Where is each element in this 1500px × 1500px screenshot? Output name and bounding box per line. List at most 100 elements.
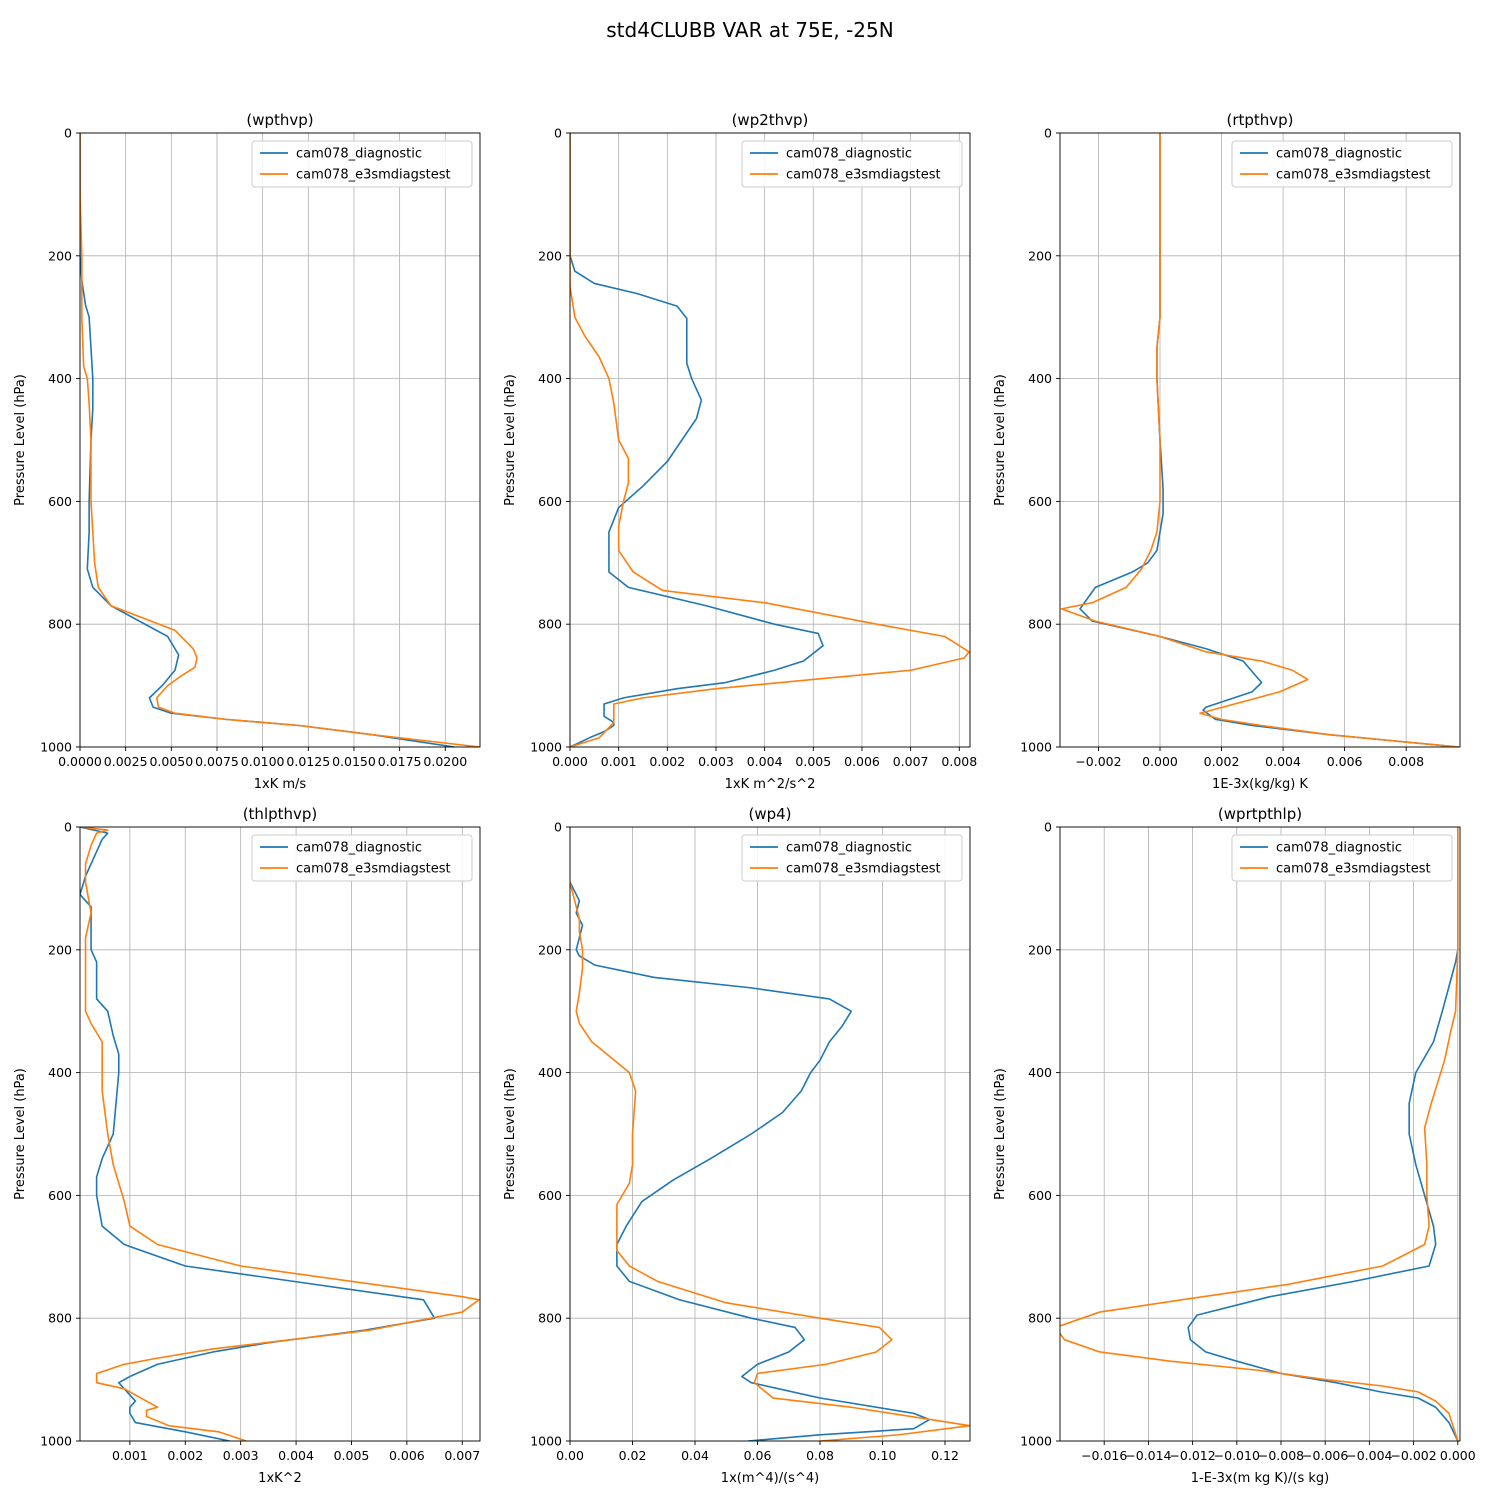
- y-tick-label: 200: [48, 248, 72, 263]
- legend: cam078_diagnostic cam078_e3smdiagstest: [1231, 834, 1453, 882]
- grid-lines: [1060, 826, 1460, 1442]
- plot-frame: [1059, 826, 1461, 1442]
- x-axis-label: 1E-3x(kg/kg) K: [1212, 777, 1308, 792]
- x-tick-label: 0.04: [681, 1448, 709, 1463]
- x-tick-label: 0.004: [1265, 754, 1301, 769]
- y-tick-label: 400: [1028, 1065, 1052, 1080]
- x-tick-label: −0.012: [1169, 1448, 1215, 1463]
- x-tick-label: 0.0050: [149, 754, 193, 769]
- x-tick-label: 0.02: [619, 1448, 647, 1463]
- x-tick-label: 0.08: [806, 1448, 834, 1463]
- y-tick-label: 1000: [530, 1434, 562, 1449]
- y-tick-label: 1000: [1020, 740, 1052, 755]
- series-line-cam078_e3smdiagstest: [80, 133, 480, 747]
- legend: cam078_diagnostic cam078_e3smdiagstest: [251, 140, 473, 188]
- y-tick-label: 800: [538, 617, 562, 632]
- y-tick-label: 1000: [530, 740, 562, 755]
- y-axis-label: Pressure Level (hPa): [13, 374, 28, 506]
- legend-entry-label: cam078_e3smdiagstest: [786, 862, 941, 877]
- x-tick-label: 0.006: [1327, 754, 1363, 769]
- chart-panel-2: 0.000 0.001 0.002 0.003 0.004 0.005 0.006 0.007…: [503, 111, 977, 792]
- y-tick-label: 400: [48, 1065, 72, 1080]
- chart-panel-6: −0.016−0.014−0.012−0.010−0.008−0.006−0.0…: [993, 805, 1476, 1486]
- legend-box: [1231, 834, 1453, 882]
- y-tick-label: 1000: [1020, 1434, 1052, 1449]
- panel-title: (wprtpthlp): [1218, 805, 1302, 823]
- legend-entry-label: cam078_diagnostic: [1276, 841, 1402, 856]
- y-tick-label: 0: [64, 126, 72, 141]
- panel-title: (rtpthvp): [1226, 111, 1293, 129]
- x-tick-label: −0.004: [1346, 1448, 1392, 1463]
- figure-title: std4CLUBB VAR at 75E, -25N: [606, 18, 893, 42]
- x-tick-label: 0.12: [931, 1448, 959, 1463]
- y-tick-label: 0: [1044, 820, 1052, 835]
- panel-title: (wp4): [748, 805, 791, 823]
- y-tick-label: 200: [538, 248, 562, 263]
- x-tick-label: 0.0175: [378, 754, 422, 769]
- x-tick-label: 0.000: [1440, 1448, 1476, 1463]
- series-line-cam078_diagnostic: [1187, 827, 1459, 1441]
- x-axis-label: 1xK^2: [258, 1471, 302, 1486]
- x-tick-label: −0.006: [1302, 1448, 1348, 1463]
- x-tick-label: −0.010: [1214, 1448, 1260, 1463]
- x-tick-label: 0.001: [601, 754, 637, 769]
- legend: cam078_diagnostic cam078_e3smdiagstest: [1231, 140, 1453, 188]
- x-tick-label: −0.008: [1258, 1448, 1304, 1463]
- plot-frame: [569, 826, 971, 1442]
- x-tick-label: 0.0125: [286, 754, 330, 769]
- x-tick-label: 0.008: [1388, 754, 1424, 769]
- y-axis-label: Pressure Level (hPa): [503, 374, 518, 506]
- series-line-cam078_e3smdiagstest: [1060, 133, 1459, 747]
- x-axis-label: 1xK m^2/s^2: [725, 777, 816, 792]
- y-tick-label: 800: [538, 1311, 562, 1326]
- grid-lines: [569, 132, 970, 748]
- x-tick-label: −0.014: [1125, 1448, 1171, 1463]
- y-tick-label: 800: [48, 1311, 72, 1326]
- x-tick-label: 0.007: [893, 754, 929, 769]
- y-axis-label: Pressure Level (hPa): [13, 1068, 28, 1200]
- x-tick-label: 0.006: [844, 754, 880, 769]
- y-tick-label: 0: [554, 820, 562, 835]
- grid-lines: [80, 826, 480, 1442]
- legend-box: [1231, 140, 1453, 188]
- x-tick-label: 0.000: [1142, 754, 1178, 769]
- legend: cam078_diagnostic cam078_e3smdiagstest: [741, 140, 963, 188]
- panel-title: (wp2thvp): [732, 111, 809, 129]
- y-tick-label: 400: [538, 371, 562, 386]
- y-tick-label: 200: [1028, 942, 1052, 957]
- x-tick-label: −0.016: [1081, 1448, 1127, 1463]
- chart-panel-3: −0.002 0.000 0.002 0.004 0.006 0.008 0 200 400 60…: [993, 111, 1461, 792]
- series-line-cam078_diagnostic: [1079, 133, 1459, 747]
- series-line-cam078_diagnostic: [570, 881, 931, 1441]
- x-tick-label: 0.004: [747, 754, 783, 769]
- legend-entry-label: cam078_e3smdiagstest: [296, 862, 451, 877]
- x-tick-label: 0.005: [795, 754, 831, 769]
- legend-entry-label: cam078_diagnostic: [786, 147, 912, 162]
- y-tick-label: 800: [48, 617, 72, 632]
- y-axis-label: Pressure Level (hPa): [503, 1068, 518, 1200]
- x-tick-label: 0.008: [941, 754, 977, 769]
- x-tick-label: 0.0075: [195, 754, 239, 769]
- chart-panel-1: 0.0000 0.0025 0.0050 0.0075 0.0100 0.0125 0.01…: [13, 111, 481, 792]
- x-tick-label: 0.005: [334, 1448, 370, 1463]
- y-tick-label: 600: [1028, 1188, 1052, 1203]
- series-line-cam078_e3smdiagstest: [570, 133, 970, 747]
- x-tick-label: 0.002: [649, 754, 685, 769]
- x-tick-label: 0.0000: [58, 754, 102, 769]
- y-tick-label: 200: [48, 942, 72, 957]
- grid-lines: [1060, 132, 1460, 748]
- y-tick-label: 600: [48, 494, 72, 509]
- x-tick-label: 0.10: [869, 1448, 897, 1463]
- x-axis-label: 1x(m^4)/(s^4): [721, 1471, 819, 1486]
- panel-title: (wpthvp): [246, 111, 313, 129]
- x-axis-label: 1xK m/s: [254, 777, 307, 792]
- legend: cam078_diagnostic cam078_e3smdiagstest: [741, 834, 963, 882]
- y-axis-label: Pressure Level (hPa): [993, 1068, 1008, 1200]
- y-tick-label: 600: [538, 1188, 562, 1203]
- x-tick-label: 0.00: [556, 1448, 584, 1463]
- y-tick-label: 600: [538, 494, 562, 509]
- series-line-cam078_e3smdiagstest: [570, 882, 970, 1441]
- x-tick-label: −0.002: [1075, 754, 1121, 769]
- y-tick-label: 0: [1044, 126, 1052, 141]
- x-tick-label: 0.001: [112, 1448, 148, 1463]
